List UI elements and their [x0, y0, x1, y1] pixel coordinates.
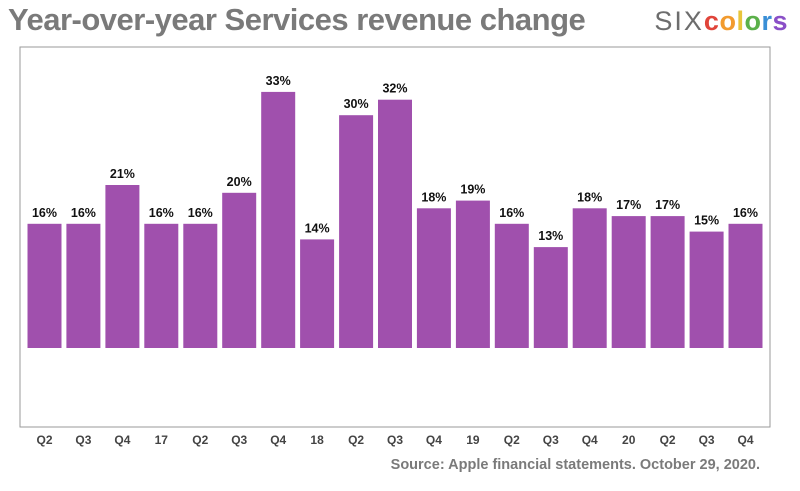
logo-six: SIX: [654, 6, 704, 36]
data-label-11: 19%: [460, 183, 485, 197]
x-tick-label-10: Q4: [426, 433, 442, 447]
x-tick-label-1: Q3: [75, 433, 91, 447]
data-label-13: 13%: [538, 229, 563, 243]
bar-7: [300, 239, 335, 348]
sixcolors-logo: SIXcolors: [654, 6, 788, 37]
x-tick-label-13: Q3: [543, 433, 559, 447]
data-label-2: 21%: [110, 167, 135, 181]
x-tick-label-4: Q2: [192, 433, 208, 447]
data-label-9: 32%: [382, 82, 407, 96]
bar-1: [66, 223, 101, 348]
x-tick-label-8: Q2: [348, 433, 364, 447]
x-tick-label-12: Q2: [504, 433, 520, 447]
source-note: Source: Apple financial statements. Octo…: [390, 457, 760, 473]
data-label-17: 15%: [694, 214, 719, 228]
x-tick-label-0: Q2: [36, 433, 52, 447]
logo-letter-c: c: [703, 6, 720, 36]
data-label-0: 16%: [32, 206, 57, 220]
x-tick-label-7: 18: [310, 433, 324, 447]
data-label-5: 20%: [227, 175, 252, 189]
x-tick-label-17: Q3: [699, 433, 715, 447]
bar-8: [339, 115, 374, 348]
x-tick-label-11: 19: [466, 433, 480, 447]
plot-frame: [19, 46, 771, 428]
bar-17: [689, 231, 724, 348]
bar-11: [455, 200, 490, 348]
data-label-4: 16%: [188, 206, 213, 220]
data-label-15: 17%: [616, 198, 641, 212]
data-label-12: 16%: [499, 206, 524, 220]
x-tick-label-9: Q3: [387, 433, 403, 447]
x-tick-labels-group: Q2 Q3 Q4 17 Q2 Q3 Q4 18 Q2 Q3 Q4 19 Q2 Q3 Q4 20 Q2 Q3 Q4: [36, 433, 753, 447]
data-labels-group: 16% 16% 21% 16% 16% 20% 33% 14% 30% 32% 18% 19% 16% 1…: [32, 74, 758, 243]
bar-18: [728, 223, 763, 348]
data-label-16: 17%: [655, 198, 680, 212]
bar-3: [144, 223, 179, 348]
logo-letter-s: s: [772, 6, 788, 36]
x-tick-label-16: Q2: [660, 433, 676, 447]
x-tick-label-3: 17: [155, 433, 169, 447]
data-label-7: 14%: [305, 221, 330, 235]
data-label-6: 33%: [266, 74, 291, 88]
bar-4: [183, 223, 218, 348]
logo-letter-o2: o: [744, 6, 762, 36]
logo-letter-l: l: [736, 6, 745, 36]
bar-10: [416, 208, 451, 348]
logo-letter-o: o: [719, 6, 737, 36]
data-label-8: 30%: [344, 97, 369, 111]
x-tick-label-14: Q4: [582, 433, 598, 447]
x-tick-label-2: Q4: [114, 433, 130, 447]
bar-16: [650, 216, 685, 348]
logo-letter-r: r: [761, 6, 773, 36]
chart-title: Year-over-year Services revenue change: [8, 2, 586, 37]
bar-14: [572, 208, 607, 348]
bar-13: [533, 247, 568, 348]
bar-5: [222, 192, 257, 348]
x-tick-label-15: 20: [622, 433, 636, 447]
x-tick-label-6: Q4: [270, 433, 286, 447]
bar-6: [261, 91, 296, 349]
data-label-18: 16%: [733, 206, 758, 220]
bar-12: [494, 223, 529, 348]
data-label-10: 18%: [421, 190, 446, 204]
bar-9: [378, 99, 412, 348]
bar-15: [611, 216, 646, 348]
bar-0: [27, 223, 62, 348]
bars-group: [27, 91, 763, 349]
data-label-3: 16%: [149, 206, 174, 220]
data-label-1: 16%: [71, 206, 96, 220]
x-tick-label-5: Q3: [231, 433, 247, 447]
x-tick-label-18: Q4: [737, 433, 753, 447]
data-label-14: 18%: [577, 190, 602, 204]
bar-2: [105, 185, 140, 348]
